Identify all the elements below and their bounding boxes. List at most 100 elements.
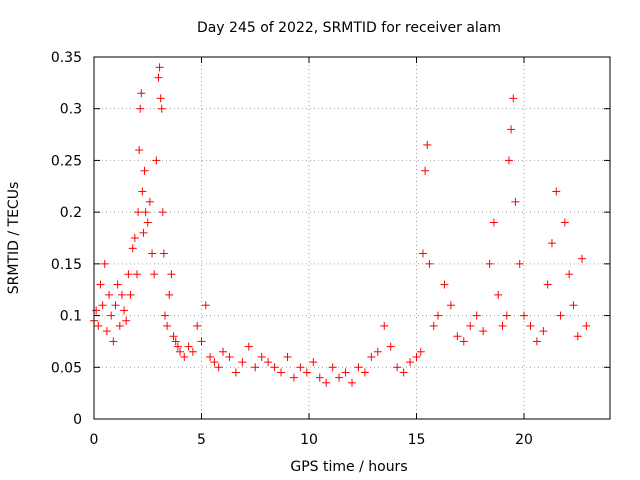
data-point [509, 94, 518, 103]
data-point [429, 321, 438, 330]
data-point [418, 249, 427, 258]
data-point [98, 301, 107, 310]
data-point [412, 352, 421, 361]
data-point [113, 280, 122, 289]
data-point [504, 156, 513, 165]
data-point [145, 197, 154, 206]
data-point [120, 306, 129, 315]
data-point [348, 378, 356, 387]
y-tick-label: 0.05 [51, 360, 82, 376]
x-tick-label: 0 [90, 432, 99, 448]
data-point [434, 311, 442, 320]
data-point [421, 166, 430, 175]
data-point [154, 73, 163, 82]
data-point [560, 218, 569, 227]
ticks-layer: 0 5 10 15 20 0 0.05 0.1 0.15 0.2 0.25 0.3 0.35 [51, 50, 610, 448]
x-tick-label: 5 [197, 432, 206, 448]
data-point [251, 363, 260, 372]
data-point [270, 363, 279, 372]
data-point [92, 306, 101, 315]
data-point [219, 347, 227, 356]
data-point [214, 363, 223, 372]
data-point [158, 208, 167, 217]
data-point [155, 63, 164, 72]
data-point [309, 358, 318, 367]
data-point [150, 270, 159, 279]
data-point [225, 352, 234, 361]
data-point [515, 259, 524, 268]
data-point [140, 166, 149, 175]
data-point [169, 332, 178, 341]
data-point [167, 270, 176, 279]
data-point [133, 270, 141, 279]
data-point [128, 244, 137, 253]
data-point [197, 337, 206, 346]
data-point [165, 290, 174, 299]
data-point [328, 363, 337, 372]
data-point [122, 316, 131, 325]
data-point [296, 363, 305, 372]
data-point [231, 368, 240, 377]
data-point [163, 321, 172, 330]
data-point [141, 208, 150, 217]
data-point [264, 358, 273, 367]
data-point [425, 259, 434, 268]
data-point [315, 373, 324, 382]
x-tick-label: 10 [300, 432, 318, 448]
x-axis-title: GPS time / hours [290, 459, 407, 475]
data-point [135, 146, 144, 155]
data-point [180, 352, 189, 361]
data-point [520, 311, 528, 320]
data-point [105, 290, 114, 299]
data-point [459, 337, 468, 346]
data-point [440, 280, 449, 289]
data-point [257, 352, 266, 361]
data-point [137, 89, 146, 98]
data-point [157, 104, 166, 113]
data-point [148, 249, 157, 258]
data-point [143, 218, 152, 227]
data-point [139, 228, 148, 237]
data-point [367, 352, 376, 361]
data-point [386, 342, 395, 351]
data-point [117, 290, 126, 299]
y-tick-label: 0.3 [60, 102, 82, 118]
data-point [472, 311, 481, 320]
data-point [238, 358, 247, 367]
data-point [582, 321, 591, 330]
data-point [102, 327, 111, 336]
data-point [134, 208, 143, 217]
data-point [569, 301, 578, 310]
data-point [547, 239, 556, 248]
data-point [111, 301, 120, 310]
data-point [573, 332, 582, 341]
y-axis-title: SRMTID / TECUs [6, 182, 22, 295]
data-point [532, 337, 541, 346]
data-point [160, 311, 169, 320]
plot-frame [93, 56, 611, 420]
data-point [94, 321, 103, 330]
data-point [130, 234, 139, 242]
data-point [578, 254, 587, 263]
data-point [494, 290, 503, 299]
x-tick-label: 20 [515, 432, 533, 448]
data-point [109, 337, 118, 346]
data-point [283, 352, 292, 361]
data-point [446, 301, 455, 310]
y-tick-label: 0.25 [51, 153, 82, 169]
data-point [360, 368, 369, 377]
data-point [277, 368, 286, 377]
data-point [354, 363, 363, 372]
data-point [159, 249, 168, 258]
data-point [124, 270, 133, 279]
points-layer [90, 63, 591, 387]
data-point [171, 337, 180, 346]
data-point [507, 125, 516, 134]
data-point [453, 332, 462, 341]
data-point [341, 368, 350, 377]
data-point [335, 373, 344, 382]
data-point [489, 218, 498, 227]
data-point [479, 327, 488, 336]
data-point [138, 187, 147, 196]
